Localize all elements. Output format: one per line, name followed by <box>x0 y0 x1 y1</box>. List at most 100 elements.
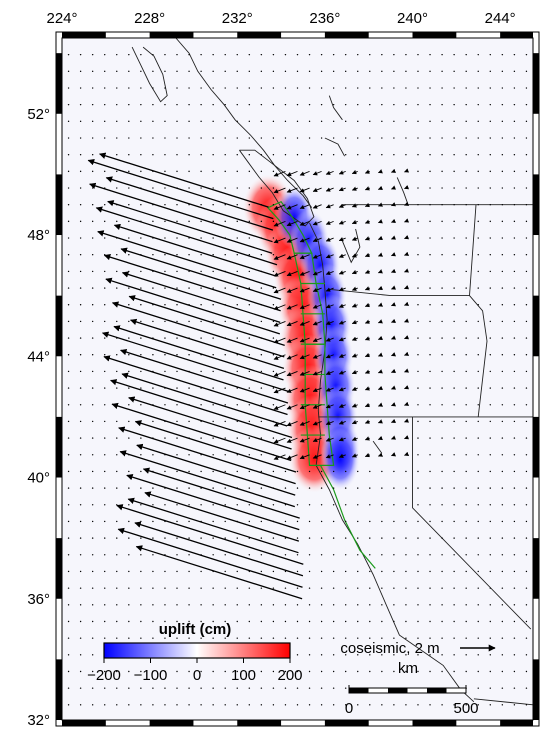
vector-dot <box>272 354 275 356</box>
vector-dot <box>104 337 106 339</box>
displacement-arrow <box>338 237 346 242</box>
vector-dot <box>67 120 70 123</box>
vector-dot <box>164 404 166 406</box>
vector-dot <box>224 670 226 673</box>
vector-dot <box>441 370 443 373</box>
vector-dot <box>200 704 202 706</box>
vector-dot <box>272 237 275 239</box>
vector-dot <box>441 170 443 173</box>
vector-dot <box>344 53 347 56</box>
vector-dot <box>140 120 142 123</box>
displacement-arrow <box>404 401 410 406</box>
vector-dot <box>429 204 431 206</box>
vector-dot <box>248 53 251 56</box>
vector-dot <box>513 220 516 223</box>
vector-dot <box>116 570 118 573</box>
vector-dot <box>381 504 383 506</box>
vector-dot <box>429 554 431 556</box>
vector-dot <box>176 53 178 56</box>
vector-dot <box>381 137 383 139</box>
vector-dot <box>284 704 287 706</box>
vector-dot <box>465 604 467 606</box>
vector-dot <box>200 254 202 256</box>
displacement-arrow <box>286 204 298 210</box>
vector-dot <box>176 354 178 356</box>
vector-dot <box>176 137 178 139</box>
vector-dot <box>224 170 226 173</box>
vector-dot <box>501 554 504 556</box>
vector-dot <box>344 504 347 506</box>
vector-dot <box>248 604 251 606</box>
vector-dot <box>525 704 528 706</box>
vector-dot <box>140 620 142 623</box>
displacement-arrow-large <box>119 450 296 508</box>
vector-dot <box>79 487 82 489</box>
vector-dot <box>489 70 491 73</box>
vector-dot <box>140 454 142 456</box>
vector-dot <box>164 204 166 206</box>
vector-dot <box>116 387 118 389</box>
vector-dot <box>91 220 94 223</box>
vector-dot <box>453 370 455 373</box>
vector-dot <box>477 70 479 73</box>
vector-dot <box>357 554 359 556</box>
vector-dot <box>381 537 383 539</box>
vector-dot <box>417 320 419 323</box>
vector-dot <box>176 204 178 206</box>
scalebar-start-label: 0 <box>345 700 353 717</box>
vector-dot <box>67 387 70 389</box>
vector-dot <box>272 187 275 189</box>
vector-dot <box>308 687 311 689</box>
displacement-arrow <box>338 270 346 275</box>
vector-dot <box>79 304 82 306</box>
vector-dot <box>513 587 516 589</box>
vector-dot <box>224 454 226 456</box>
displacement-arrow <box>299 371 310 376</box>
vector-dot <box>224 254 226 256</box>
vector-dot <box>465 704 467 706</box>
displacement-arrow <box>312 187 322 193</box>
vector-dot <box>248 304 251 306</box>
vector-dot <box>344 704 347 706</box>
vector-dot <box>176 337 178 339</box>
vector-dot <box>513 554 516 556</box>
colorbar-title: uplift (cm) <box>159 621 232 638</box>
displacement-arrow <box>338 187 346 192</box>
vector-dot <box>152 520 154 523</box>
displacement-arrow <box>377 335 383 341</box>
vector-dot <box>344 103 347 106</box>
vector-dot <box>477 354 479 356</box>
vector-dot <box>513 387 516 389</box>
displacement-arrow <box>377 435 383 441</box>
vector-dot <box>344 687 347 689</box>
vector-dot <box>128 504 130 506</box>
vector-dot <box>453 170 455 173</box>
vector-dot <box>513 687 516 689</box>
vector-dot <box>260 670 263 673</box>
vector-dot <box>344 570 347 573</box>
vector-dot <box>212 237 214 239</box>
vector-dot <box>212 620 214 623</box>
vector-dot <box>417 504 419 506</box>
vector-dot <box>176 454 178 456</box>
vector-dot <box>332 704 335 706</box>
vector-dot <box>200 370 202 373</box>
displacement-arrow <box>404 251 410 256</box>
vector-dot <box>152 320 154 323</box>
vector-dot <box>200 537 202 539</box>
vector-dot <box>441 53 443 56</box>
vector-dot <box>104 487 106 489</box>
displacement-arrow <box>391 168 397 173</box>
vector-dot <box>453 153 455 156</box>
vector-dot <box>501 337 504 339</box>
vector-dot <box>417 287 419 289</box>
vector-dot <box>320 87 323 89</box>
vector-dot <box>465 520 467 523</box>
vector-dot <box>393 153 395 156</box>
vector-dot <box>116 53 118 56</box>
vector-dot <box>381 570 383 573</box>
vector-dot <box>357 103 359 106</box>
vector-dot <box>501 520 504 523</box>
vector-dot <box>140 670 142 673</box>
vector-dot <box>477 170 479 173</box>
